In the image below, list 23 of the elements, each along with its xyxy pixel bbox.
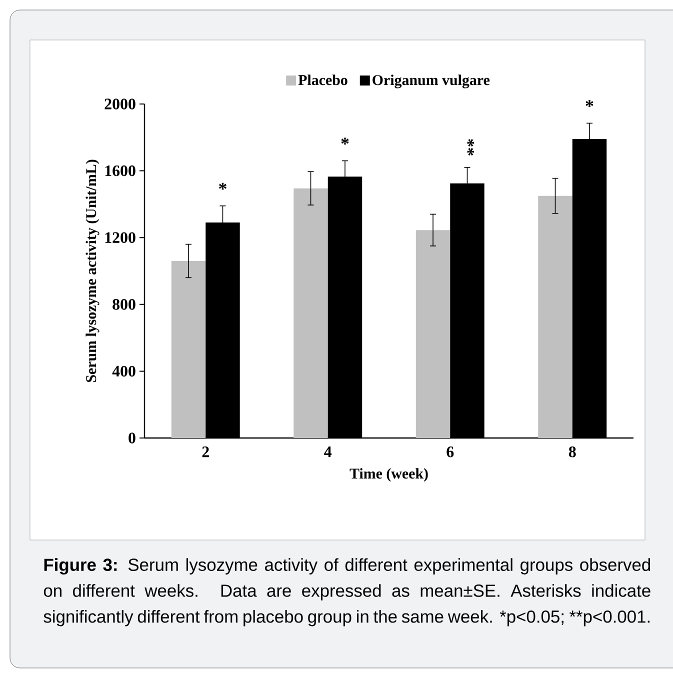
x-tick-label: 8 — [568, 446, 576, 458]
bar — [294, 188, 328, 438]
x-tick-label: 6 — [446, 446, 454, 458]
data-label: * — [219, 182, 226, 190]
x-axis-title: Time (week) — [350, 468, 428, 482]
y-tick-label: 1600 — [105, 165, 136, 176]
text: Figure 3: Serum lysozyme activity of different experimental groups observed on different weeks. Data are expressed as mean±SE. Asterisks indicate significantly different from placebo group in the same week. *p<0.05; **p<0.001. — [44, 558, 650, 626]
x-tick-label: 2 — [202, 446, 209, 458]
bar — [171, 260, 206, 438]
y-tick-label: 0 — [128, 432, 136, 444]
bar — [416, 230, 450, 438]
y-tick-label: 400 — [112, 366, 136, 377]
x-tick-label: 4 — [324, 446, 332, 458]
y-tick-label: 800 — [112, 299, 136, 310]
data-label: * — [341, 138, 349, 144]
data-label: * — [586, 100, 594, 107]
legend-label: Placebo — [298, 74, 348, 86]
y-axis-title: Serum lysozyme activity (Unit/mL) — [86, 160, 100, 382]
y-tick-label: 1200 — [105, 232, 136, 243]
legend-label: Origanum vulgare — [372, 74, 490, 88]
bar — [538, 196, 572, 438]
data-label: ** — [467, 139, 474, 156]
y-tick-label: 2000 — [104, 98, 136, 110]
